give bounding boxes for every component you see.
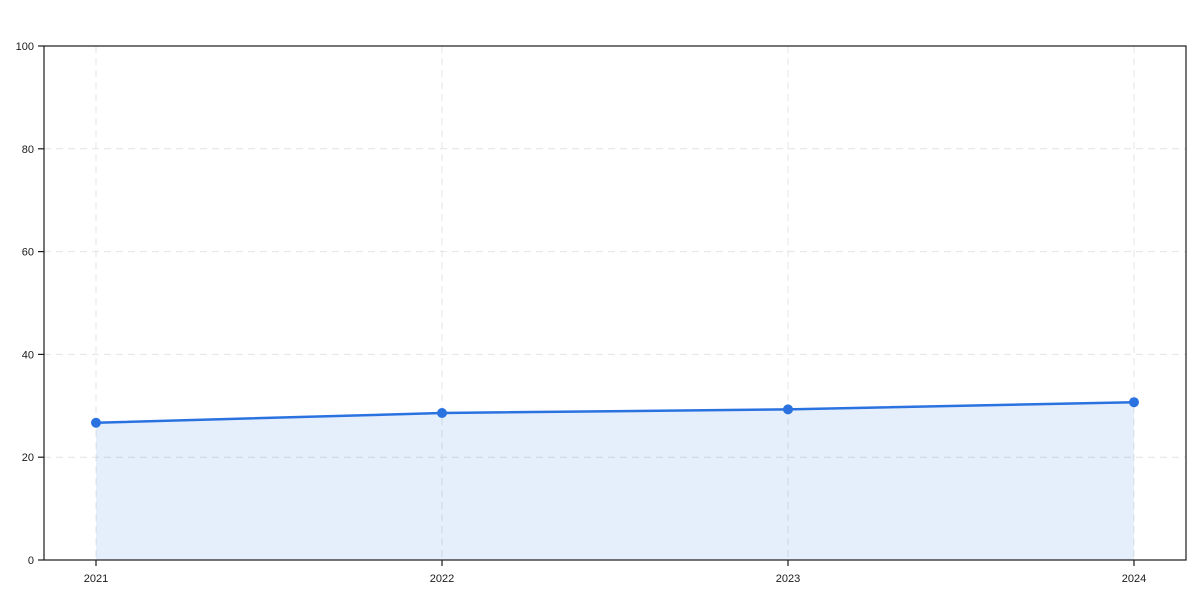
plot-background (44, 46, 1186, 560)
x-tick-label: 2021 (84, 573, 108, 585)
y-tick-label: 60 (22, 247, 34, 259)
data-point-marker (91, 417, 101, 428)
data-line (94, 400, 1136, 425)
data-point-marker (783, 404, 793, 415)
y-tick-label: 100 (16, 41, 34, 53)
y-tick-label: 80 (22, 144, 34, 156)
y-tick-label: 40 (22, 349, 34, 361)
y-tick-label: 0 (28, 555, 34, 567)
x-tick-label: 2023 (776, 573, 800, 585)
y-tick-label: 20 (22, 452, 34, 464)
plot-border (43, 45, 1187, 561)
x-tick-label: 2022 (430, 573, 454, 585)
data-point-marker (437, 407, 447, 418)
data-point-marker (1129, 397, 1139, 408)
area-fill (96, 402, 1134, 560)
x-tick-label: 2024 (1122, 573, 1146, 585)
